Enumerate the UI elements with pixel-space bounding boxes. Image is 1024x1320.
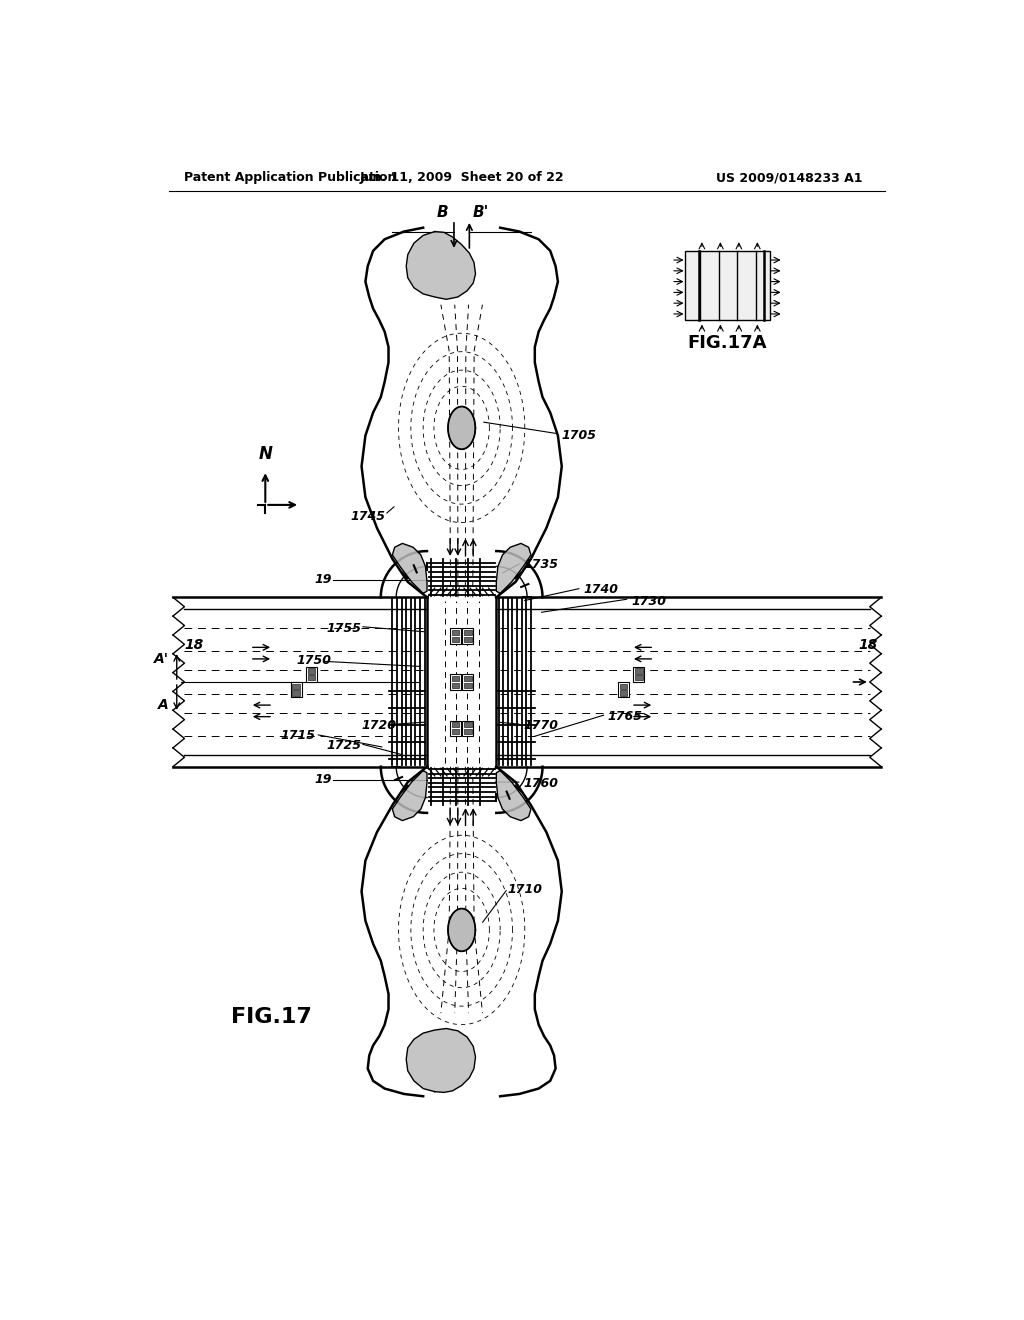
Text: 1745: 1745 <box>350 510 385 523</box>
Bar <box>635 668 643 673</box>
Bar <box>452 630 460 635</box>
Text: 1765: 1765 <box>608 710 643 723</box>
Bar <box>307 668 315 673</box>
Text: 1750: 1750 <box>296 653 331 667</box>
Bar <box>451 675 461 689</box>
Bar <box>463 628 473 644</box>
Bar <box>464 676 472 681</box>
Bar <box>685 251 770 321</box>
Bar <box>291 682 301 697</box>
Bar <box>452 676 460 681</box>
Text: A: A <box>159 698 169 711</box>
Bar <box>463 721 473 737</box>
Text: 1735: 1735 <box>523 557 558 570</box>
Text: 19: 19 <box>314 573 333 586</box>
Bar <box>451 628 461 644</box>
Bar <box>464 630 472 635</box>
Text: Patent Application Publication: Patent Application Publication <box>184 172 397 185</box>
Text: B: B <box>436 205 449 220</box>
Bar <box>292 690 300 696</box>
Bar <box>463 675 473 689</box>
Text: B': B' <box>473 205 489 220</box>
Bar <box>620 690 628 696</box>
Bar <box>464 636 472 642</box>
Polygon shape <box>392 544 427 594</box>
Polygon shape <box>407 1028 475 1093</box>
Ellipse shape <box>449 407 475 449</box>
Text: 1725: 1725 <box>327 739 361 751</box>
Bar <box>464 729 472 734</box>
Bar <box>307 675 315 681</box>
Bar <box>451 721 461 737</box>
Bar <box>292 684 300 689</box>
Polygon shape <box>497 771 531 821</box>
Text: Jun. 11, 2009  Sheet 20 of 22: Jun. 11, 2009 Sheet 20 of 22 <box>359 172 564 185</box>
Bar <box>452 682 460 688</box>
Polygon shape <box>407 231 475 300</box>
Text: 1730: 1730 <box>631 594 666 607</box>
Bar <box>620 684 628 689</box>
Text: 19: 19 <box>314 774 333 787</box>
Text: 1720: 1720 <box>361 719 396 733</box>
Text: 1755: 1755 <box>327 622 361 635</box>
Text: 1705: 1705 <box>562 429 597 442</box>
Polygon shape <box>497 544 531 594</box>
Bar <box>452 729 460 734</box>
Polygon shape <box>392 771 427 821</box>
Text: N: N <box>258 445 272 462</box>
Text: 1760: 1760 <box>523 777 558 791</box>
Bar <box>617 682 629 697</box>
Text: 1770: 1770 <box>523 719 558 733</box>
Text: 1710: 1710 <box>508 883 543 896</box>
Bar <box>635 675 643 681</box>
Bar <box>634 667 644 682</box>
Text: 1715: 1715 <box>281 730 315 742</box>
Bar <box>464 722 472 727</box>
Bar <box>464 682 472 688</box>
Text: US 2009/0148233 A1: US 2009/0148233 A1 <box>716 172 862 185</box>
Text: 1740: 1740 <box>584 583 618 597</box>
Text: 18: 18 <box>858 638 878 652</box>
Ellipse shape <box>449 908 475 952</box>
Bar <box>306 667 316 682</box>
Text: FIG.17: FIG.17 <box>230 1007 311 1027</box>
Bar <box>452 636 460 642</box>
Text: FIG.17A: FIG.17A <box>687 334 767 352</box>
Text: 18: 18 <box>184 638 204 652</box>
Text: A': A' <box>154 652 169 665</box>
Bar <box>452 722 460 727</box>
